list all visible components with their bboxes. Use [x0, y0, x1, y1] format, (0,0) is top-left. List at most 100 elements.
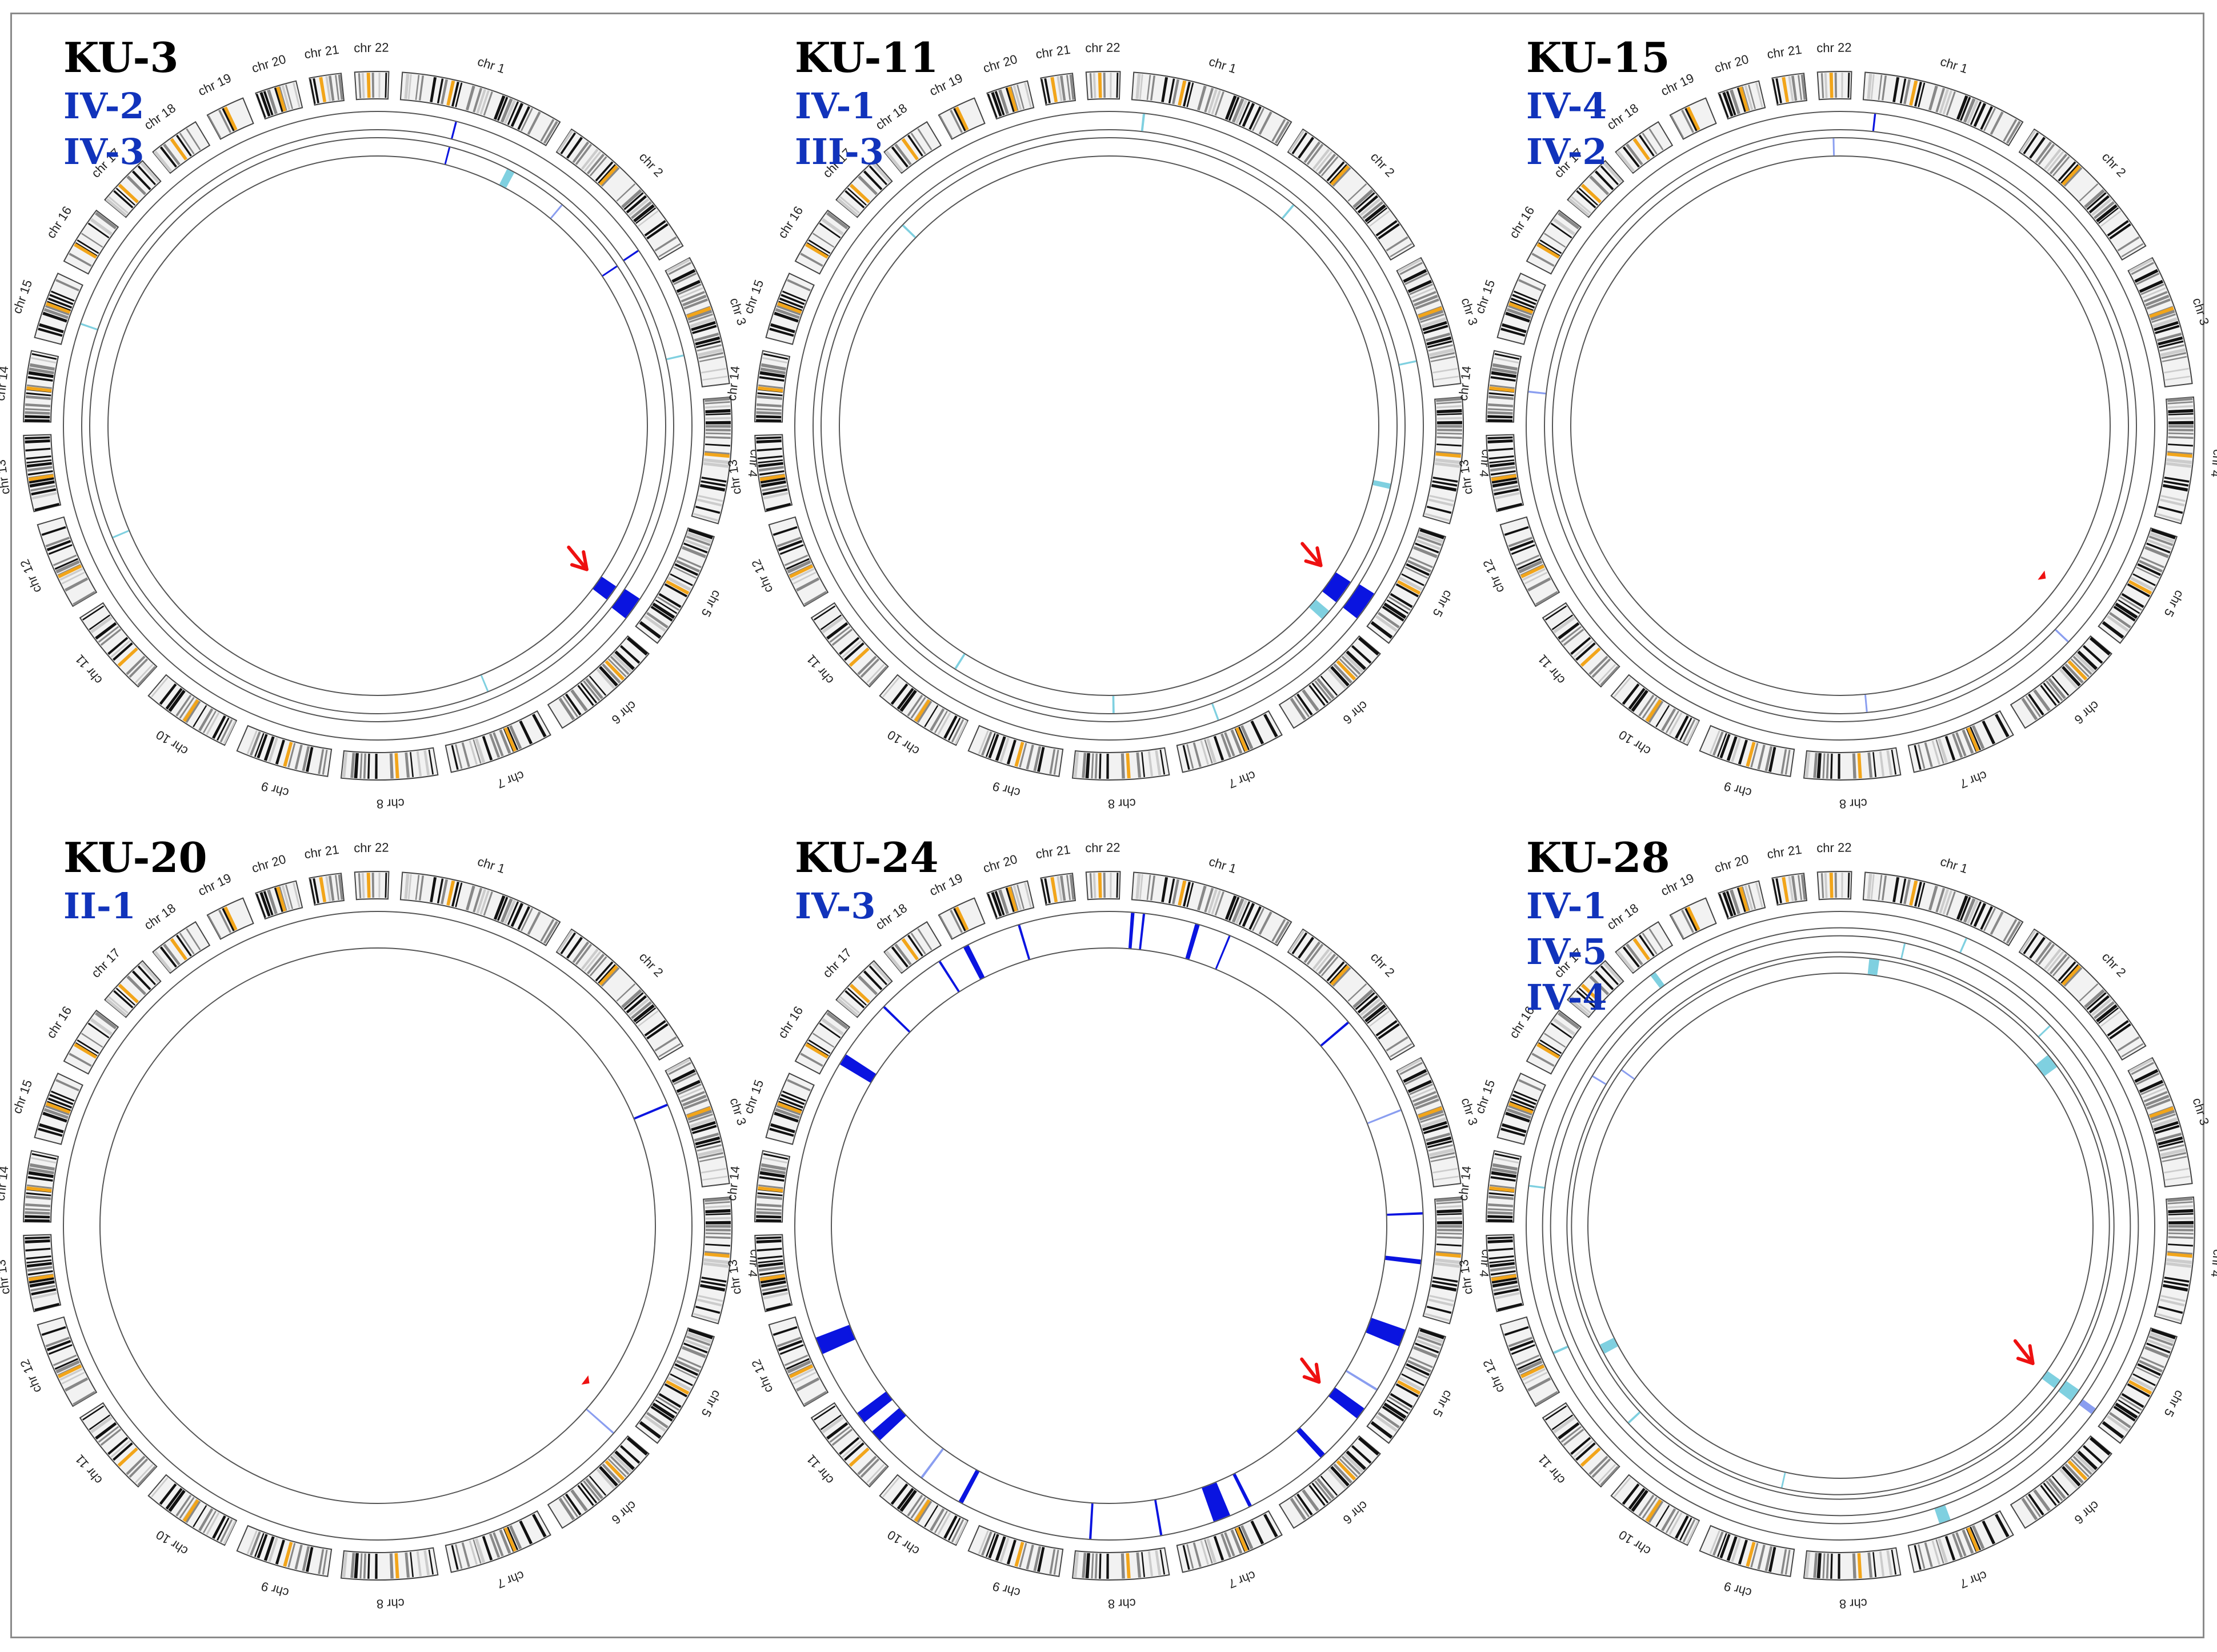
chromosome-ideogram	[63, 1009, 119, 1075]
ideogram-band	[756, 1239, 782, 1244]
ideogram-band	[2158, 1305, 2183, 1314]
ideogram-band	[602, 663, 621, 684]
ideogram-band	[309, 879, 316, 904]
ideogram-band	[1515, 1354, 1540, 1366]
ideogram-band	[2168, 405, 2194, 409]
ideogram-band	[821, 218, 844, 235]
ideogram-band	[2168, 1213, 2194, 1215]
ideogram-band	[1413, 1094, 1438, 1107]
ideogram-band	[1248, 106, 1262, 130]
ideogram-band	[25, 395, 51, 400]
ideogram-band	[2168, 1217, 2194, 1220]
centromere-band	[276, 86, 286, 112]
ideogram-band	[1401, 573, 1424, 586]
ideogram-band	[268, 737, 278, 762]
ideogram-band	[786, 1358, 810, 1370]
ideogram-band	[55, 279, 79, 291]
ideogram-band	[1800, 74, 1806, 100]
ideogram-band	[1488, 395, 1514, 400]
chromosome-label: chr 22	[354, 840, 389, 855]
ideogram-band	[1436, 1232, 1462, 1235]
chromosome-label: chr 1	[476, 54, 507, 77]
ideogram-band	[572, 941, 590, 963]
ideogram-band	[2082, 645, 2103, 664]
chromosome-ideogram	[967, 725, 1064, 777]
ideogram-band	[654, 236, 677, 252]
ideogram-band	[2162, 1155, 2187, 1162]
ideogram-band	[1404, 566, 1428, 579]
roh-segment	[883, 1006, 911, 1033]
ideogram-band	[1679, 717, 1692, 741]
ideogram-band	[845, 190, 865, 209]
ideogram-band	[1423, 325, 1448, 334]
ideogram-band	[246, 730, 258, 755]
ideogram-band	[1822, 1553, 1826, 1579]
ideogram-band	[131, 970, 151, 990]
ideogram-band	[1603, 962, 1622, 983]
ideogram-band	[281, 885, 291, 910]
ideogram-band	[257, 1534, 268, 1559]
ideogram-band	[1681, 909, 1695, 933]
ideogram-band	[759, 1176, 785, 1182]
ideogram-band	[1155, 1550, 1162, 1575]
ideogram-band	[31, 1153, 57, 1160]
chromosome-label: chr 12	[749, 1357, 775, 1395]
ideogram-band	[1224, 95, 1237, 120]
ideogram-band	[2132, 573, 2156, 586]
ideogram-band	[1302, 689, 1319, 712]
chromosome-label: chr 11	[72, 652, 105, 687]
chromosome-label: chr 8	[376, 796, 405, 811]
ideogram-band	[25, 1215, 50, 1219]
ideogram-band	[1886, 1550, 1893, 1575]
ideogram-band	[1296, 1493, 1313, 1516]
ideogram-band	[107, 637, 129, 655]
roh-segment	[1112, 695, 1115, 713]
centromere-band	[759, 1274, 786, 1282]
ideogram-band	[2146, 542, 2171, 554]
ideogram-band	[2094, 201, 2115, 219]
ideogram-band	[1288, 930, 1305, 953]
track-ring	[1544, 129, 2137, 722]
ideogram-band	[1364, 204, 1386, 223]
ideogram-band	[1017, 84, 1025, 110]
ideogram-band	[455, 82, 463, 107]
track-ring	[794, 911, 1424, 1541]
ideogram-band	[1214, 91, 1224, 116]
ideogram-band	[1798, 875, 1802, 901]
ideogram-band	[1791, 875, 1798, 901]
ideogram-band	[757, 1247, 782, 1252]
ideogram-band	[1386, 236, 1408, 252]
chromosome-ideogram	[794, 209, 851, 275]
chromosome-ideogram	[1669, 897, 1717, 940]
ideogram-band	[540, 919, 555, 942]
ideogram-band	[1488, 1247, 1514, 1252]
chromosome-label: chr 15	[1472, 278, 1498, 315]
ideogram-band	[2160, 1295, 2186, 1302]
ideogram-band	[589, 956, 607, 977]
ideogram-band	[2058, 161, 2076, 182]
chromosome-label: chr 7	[1958, 768, 1989, 791]
ideogram-band	[219, 1519, 233, 1543]
ideogram-band	[1576, 190, 1596, 209]
ideogram-band	[650, 606, 673, 622]
chromosome-ideogram	[23, 1234, 62, 1313]
ideogram-band	[302, 746, 310, 771]
ideogram-band	[1970, 901, 1982, 925]
ideogram-band	[61, 1371, 85, 1385]
ideogram-band	[1670, 915, 1684, 938]
ideogram-band	[703, 458, 729, 465]
ideogram-band	[306, 1546, 314, 1573]
ideogram-band	[1378, 1411, 1400, 1429]
centromere-band	[283, 1541, 293, 1567]
ideogram-band	[1820, 73, 1824, 98]
track-ring	[107, 155, 648, 696]
roh-segment	[1621, 1069, 1635, 1080]
ideogram-band	[1722, 891, 1734, 917]
chromosome-label: chr 18	[873, 101, 910, 133]
arrow-shaft	[2013, 1339, 2035, 1365]
centromere-band	[2128, 1379, 2152, 1395]
chromosome-ideogram	[1699, 725, 1795, 777]
ideogram-band	[758, 1262, 784, 1268]
ideogram-band	[1434, 462, 1460, 468]
chromosome-ideogram	[1422, 1196, 1464, 1325]
